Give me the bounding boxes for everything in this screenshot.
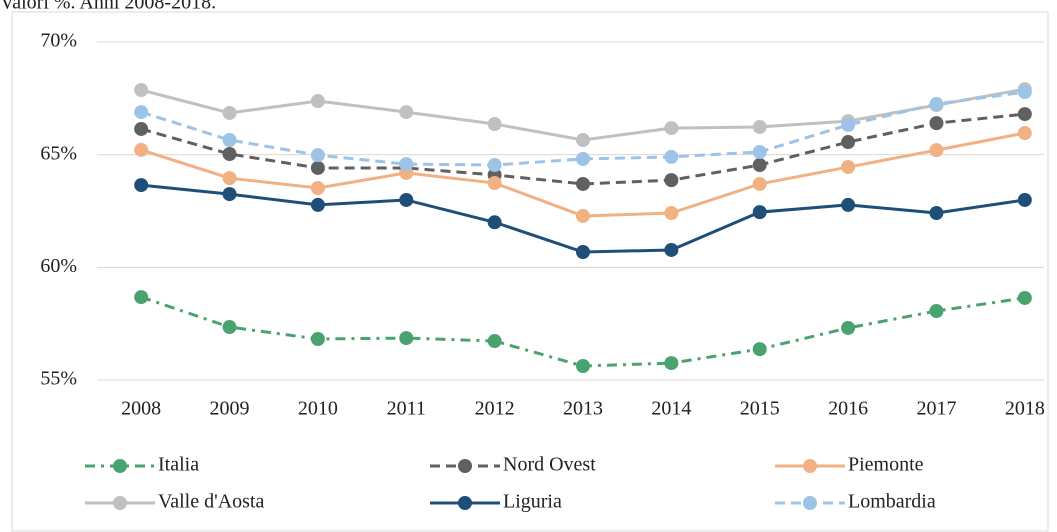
point-marker: [222, 146, 237, 161]
x-tick-label: 2014: [651, 398, 691, 420]
chart-frame: [11, 11, 1049, 532]
point-marker: [399, 105, 414, 120]
point-marker: [1017, 290, 1032, 305]
point-marker: [134, 82, 149, 97]
point-marker: [222, 133, 237, 148]
point-marker: [487, 176, 502, 191]
x-tick-label: 2011: [387, 398, 426, 420]
chart-subtitle: Valori %. Anni 2008-2018.: [0, 0, 216, 14]
point-marker: [1017, 107, 1032, 122]
point-marker: [752, 176, 767, 191]
point-marker: [487, 158, 502, 173]
point-marker: [841, 135, 856, 150]
legend-label: Lombardia: [848, 491, 936, 513]
point-marker: [222, 187, 237, 202]
point-marker: [487, 117, 502, 132]
point-marker: [664, 242, 679, 257]
y-tick-label: 60%: [40, 255, 77, 277]
point-marker: [310, 148, 325, 163]
legend-label: Liguria: [503, 491, 562, 513]
series-line: [140, 112, 1025, 186]
legend-marker: [803, 459, 817, 473]
point-marker: [929, 304, 944, 319]
point-marker: [929, 206, 944, 221]
x-tick-label: 2016: [828, 398, 868, 420]
point-marker: [929, 116, 944, 131]
x-tick-label: 2009: [210, 398, 250, 420]
point-marker: [310, 181, 325, 196]
point-marker: [134, 178, 149, 193]
point-marker: [929, 96, 944, 111]
point-marker: [222, 320, 237, 335]
x-tick-label: 2018: [1005, 398, 1045, 420]
y-tick-label: 65%: [40, 142, 77, 164]
point-marker: [576, 133, 590, 148]
point-marker: [1017, 192, 1032, 207]
point-marker: [1017, 126, 1032, 141]
point-marker: [929, 143, 944, 158]
point-marker: [1017, 85, 1032, 100]
legend-marker: [113, 459, 127, 473]
point-marker: [664, 356, 679, 371]
x-tick-label: 2008: [121, 398, 161, 420]
point-marker: [752, 205, 767, 220]
point-marker: [134, 290, 149, 305]
point-marker: [576, 176, 590, 191]
legend-label: Italia: [158, 454, 199, 476]
x-tick-label: 2015: [740, 398, 780, 420]
legend-marker: [803, 496, 817, 510]
x-tick-label: 2013: [563, 398, 603, 420]
point-marker: [664, 206, 679, 221]
point-marker: [752, 158, 767, 173]
point-marker: [576, 359, 590, 374]
point-marker: [399, 192, 414, 207]
point-marker: [399, 157, 414, 172]
legend-marker: [113, 496, 127, 510]
legend-marker: [458, 459, 472, 473]
legend-label: Nord Ovest: [503, 454, 596, 476]
point-marker: [576, 208, 590, 223]
point-marker: [664, 121, 679, 136]
x-tick-label: 2010: [298, 398, 338, 420]
x-tick-label: 2012: [475, 398, 515, 420]
point-marker: [664, 173, 679, 188]
point-marker: [487, 334, 502, 349]
point-marker: [134, 105, 149, 120]
point-marker: [752, 342, 767, 357]
point-marker: [664, 149, 679, 164]
point-marker: [841, 117, 856, 132]
point-marker: [841, 160, 856, 175]
point-marker: [222, 105, 237, 120]
point-marker: [310, 94, 325, 109]
legend-label: Valle d'Aosta: [158, 491, 264, 513]
y-tick-label: 55%: [40, 368, 77, 390]
point-marker: [310, 197, 325, 212]
point-marker: [841, 197, 856, 212]
point-marker: [134, 142, 149, 157]
point-marker: [310, 160, 325, 175]
y-tick-label: 70%: [40, 30, 77, 52]
point-marker: [752, 144, 767, 159]
point-marker: [576, 245, 590, 260]
legend-label: Piemonte: [848, 454, 924, 476]
legend-marker: [458, 496, 472, 510]
point-marker: [399, 331, 414, 346]
x-tick-label: 2017: [916, 398, 956, 420]
point-marker: [310, 331, 325, 346]
point-marker: [222, 171, 237, 186]
point-marker: [576, 151, 590, 166]
point-marker: [752, 119, 767, 134]
point-marker: [134, 121, 149, 136]
point-marker: [487, 215, 502, 230]
point-marker: [841, 320, 856, 335]
